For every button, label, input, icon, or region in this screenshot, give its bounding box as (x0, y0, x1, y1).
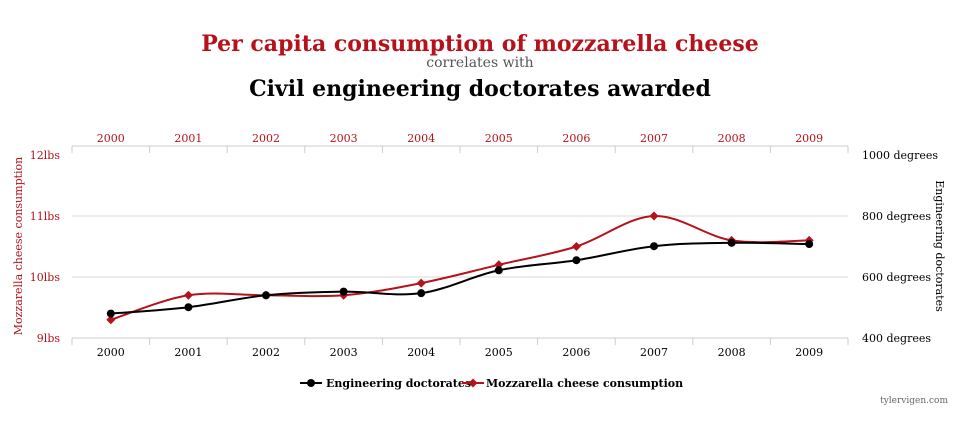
top-axis-label: 2007 (640, 132, 668, 145)
engineering-data-point (494, 266, 503, 275)
title-block: Per capita consumption of mozzarella che… (0, 30, 960, 104)
top-axis-label: 2005 (485, 132, 513, 145)
right-axis-tick-label: 600 degrees (862, 271, 931, 284)
right-axis-tick-label: 400 degrees (862, 332, 931, 345)
engineering-data-point (572, 256, 581, 265)
x-axis-label: 2003 (330, 346, 358, 359)
legend-mozzarella-label: Mozzarella cheese consumption (486, 377, 683, 390)
mozzarella-series-line (110, 214, 810, 321)
left-axis-title: Mozzarella cheese consumption (12, 157, 25, 336)
credit-link[interactable]: tylervigen.com (880, 396, 948, 406)
mozzarella-data-point (571, 242, 581, 251)
top-axis-label: 2001 (174, 132, 202, 145)
mozzarella-data-point (106, 315, 116, 325)
engineering-data-point (805, 240, 814, 249)
x-axis-label: 2000 (97, 346, 125, 359)
x-axis-label: 2001 (174, 346, 202, 359)
top-axis-label: 2002 (252, 132, 280, 145)
mozzarella-data-point (416, 278, 426, 288)
engineering-data-point (262, 291, 270, 300)
top-axis-label: 2008 (718, 132, 746, 145)
engineering-data-point (106, 309, 115, 318)
left-axis-tick-label: 11lbs (30, 210, 61, 223)
engineering-data-point (727, 238, 736, 247)
x-axis-label: 2005 (485, 346, 513, 359)
x-axis-label: 2007 (640, 346, 668, 359)
chart-subtitle: correlates with (426, 55, 534, 71)
x-axis-label: 2006 (562, 346, 590, 359)
top-axis-label: 2004 (407, 132, 435, 145)
chart-title: Per capita consumption of mozzarella che… (201, 31, 759, 57)
legend-engineering-label: Engineering doctorates (326, 377, 471, 390)
x-axis-label: 2008 (718, 346, 746, 359)
legend-engineering-marker (307, 379, 315, 387)
top-axis-label: 2009 (795, 132, 823, 145)
engineering-series-line (110, 241, 810, 315)
right-axis-tick-label: 800 degrees (862, 210, 931, 223)
engineering-data-point (650, 242, 658, 251)
mozzarella-data-point (183, 290, 193, 300)
mozzarella-data-point (649, 211, 659, 221)
x-axis-label: 2009 (795, 346, 823, 359)
chart-title-secondary: Civil engineering doctorates awarded (249, 76, 711, 102)
x-axis-label: 2004 (407, 346, 435, 359)
legend-mozzarella-marker (468, 378, 478, 388)
left-axis-tick-label: 10lbs (30, 271, 61, 284)
x-axis-label: 2002 (252, 346, 280, 359)
engineering-data-point (339, 287, 348, 296)
engineering-data-point (184, 303, 193, 312)
top-axis-label: 2003 (330, 132, 358, 145)
right-axis-title: Engineering doctorates (933, 180, 946, 312)
right-axis-tick-label: 1000 degrees (862, 149, 938, 162)
left-axis-tick-label: 12lbs (30, 149, 61, 162)
left-axis-tick-label: 9lbs (37, 332, 61, 345)
top-axis-label: 2000 (97, 132, 125, 145)
engineering-data-point (417, 289, 426, 298)
top-axis-label: 2006 (562, 132, 590, 145)
